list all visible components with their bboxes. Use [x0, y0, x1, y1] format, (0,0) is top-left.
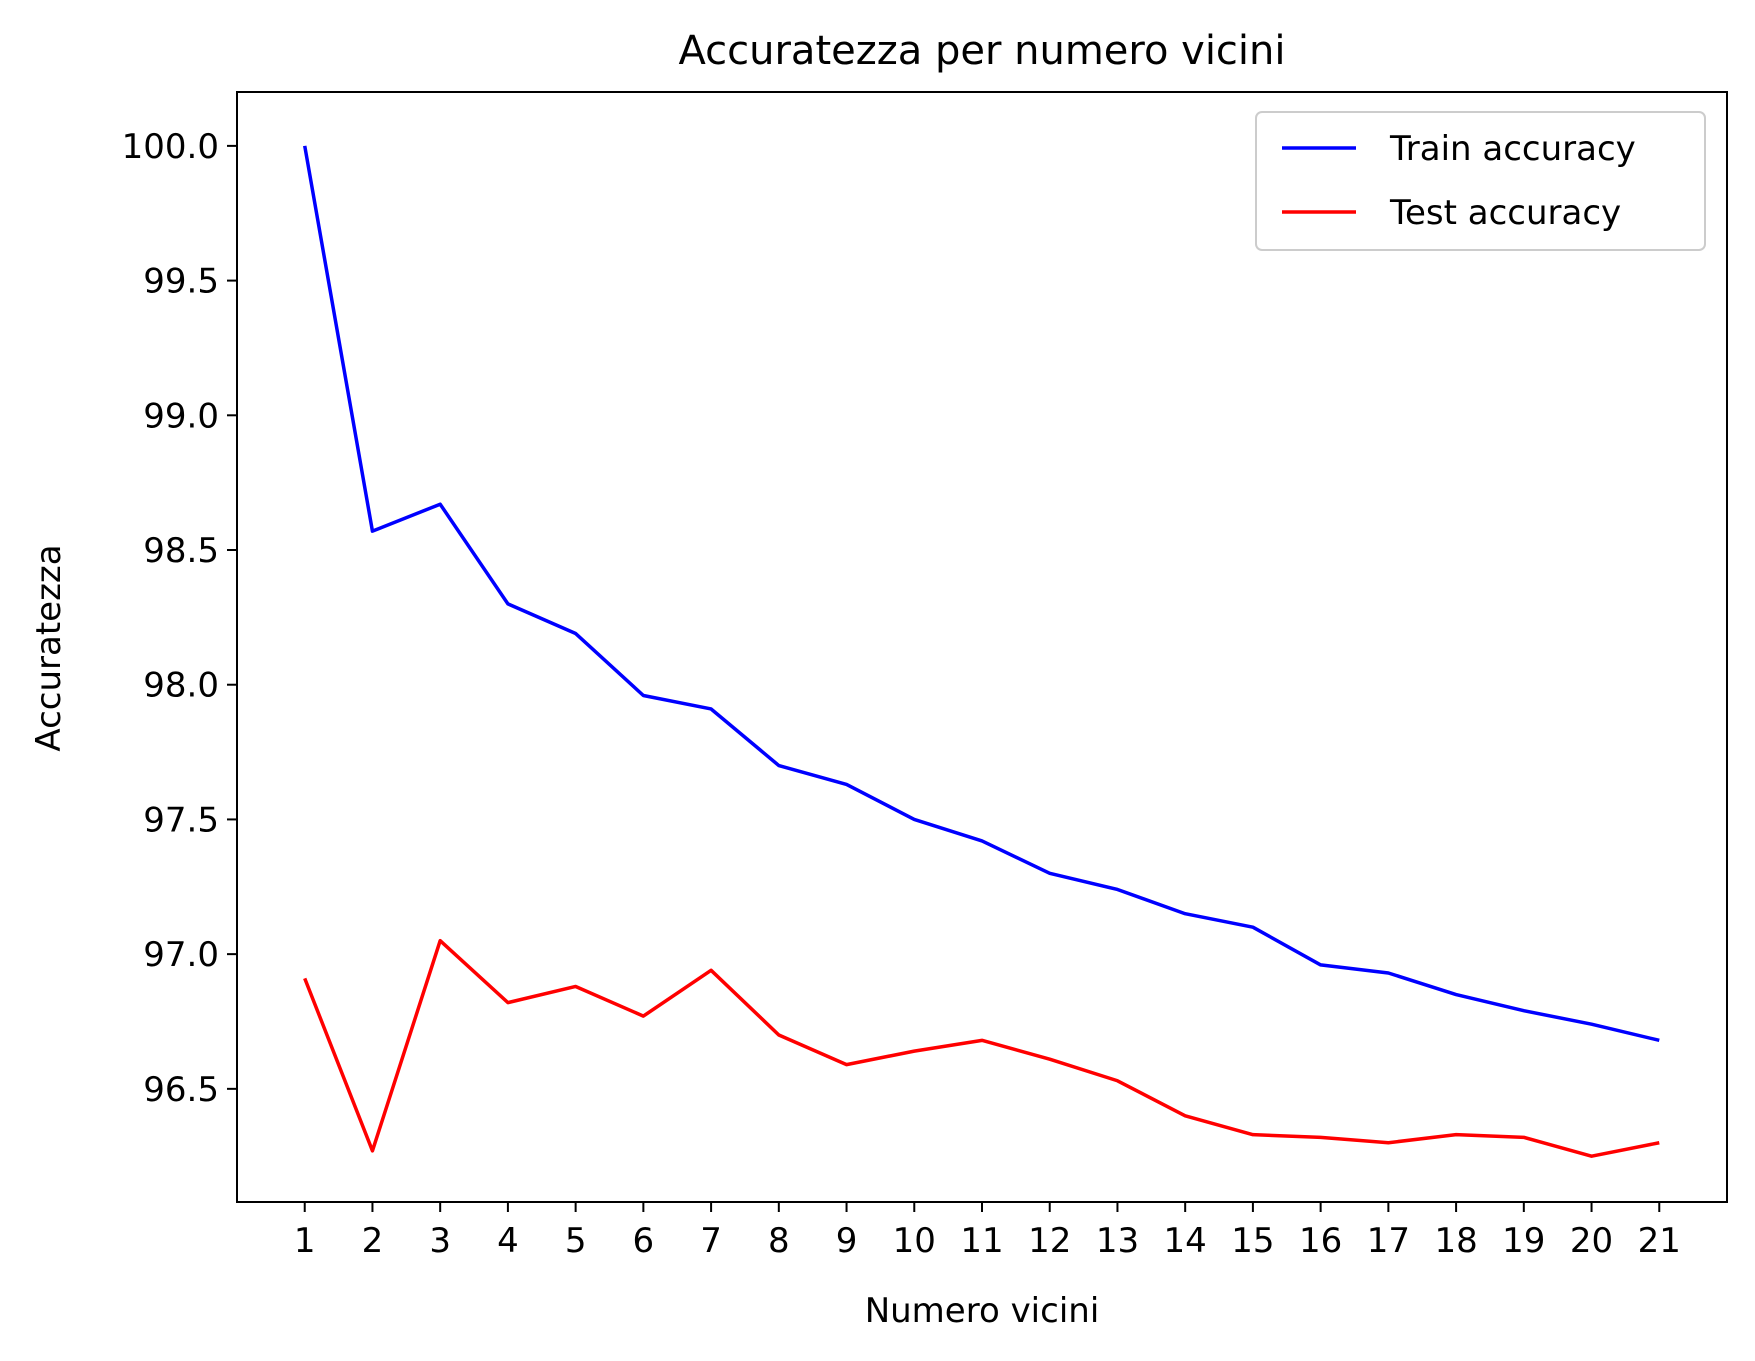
y-tick-label: 98.5: [143, 531, 219, 571]
legend-label-train: Train accuracy: [1389, 129, 1636, 169]
y-tick-label: 97.5: [143, 800, 219, 840]
x-tick-label: 19: [1502, 1221, 1545, 1261]
y-tick-label: 99.5: [143, 262, 219, 302]
x-tick-label: 8: [768, 1221, 790, 1261]
y-axis: 96.5 97.0 97.5 98.0 98.5 99.0 99.5 100.0: [122, 127, 237, 1110]
y-axis-title: Accuratezza: [29, 544, 69, 751]
y-tick-label: 98.0: [143, 666, 219, 706]
chart-title: Accuratezza per numero vicini: [678, 28, 1285, 74]
legend-frame: [1255, 111, 1706, 251]
series-line-train-accuracy: [303, 145, 1660, 1043]
x-tick-label: 21: [1638, 1221, 1681, 1261]
x-tick-label: 18: [1434, 1221, 1477, 1261]
x-tick-label: 5: [565, 1221, 587, 1261]
x-tick-label: 11: [960, 1221, 1003, 1261]
x-tick-label: 16: [1299, 1221, 1342, 1261]
y-tick-label: 99.0: [143, 396, 219, 436]
x-tick-label: 4: [497, 1221, 519, 1261]
legend-label-test: Test accuracy: [1389, 193, 1621, 233]
x-tick-label: 10: [893, 1221, 936, 1261]
x-tick-label: 15: [1231, 1221, 1274, 1261]
plot-area: 1 2 3 4 5 6 7 8 9 10 11 12 13 14 15 16 17 18 19 20 21 96.597…: [122, 91, 1728, 1261]
x-tick-label: 12: [1028, 1221, 1071, 1261]
x-axis-title: Numero vicini: [865, 1291, 1100, 1331]
series-line-test-accuracy: [303, 938, 1660, 1158]
x-tick-label: 13: [1096, 1221, 1139, 1261]
x-tick-label: 17: [1367, 1221, 1410, 1261]
x-tick-label: 9: [836, 1221, 858, 1261]
x-tick-label: 14: [1164, 1221, 1207, 1261]
x-tick-label: 7: [700, 1221, 722, 1261]
x-tick-label: 20: [1570, 1221, 1613, 1261]
y-tick-label: 97.0: [143, 935, 219, 975]
x-tick-label: 3: [429, 1221, 451, 1261]
x-axis: 1 2 3 4 5 6 7 8 9 10 11 12 13 14 15 16 17 18 19 20 21: [294, 1202, 1681, 1261]
y-tick-label: 96.5: [143, 1070, 219, 1110]
legend: Train accuracy Test accuracy: [1255, 111, 1706, 251]
series-lines: [303, 145, 1660, 1158]
x-tick-label: 6: [633, 1221, 655, 1261]
x-tick-label: 2: [362, 1221, 384, 1261]
x-tick-label: 1: [294, 1221, 316, 1261]
y-tick-label: 100.0: [122, 127, 219, 167]
